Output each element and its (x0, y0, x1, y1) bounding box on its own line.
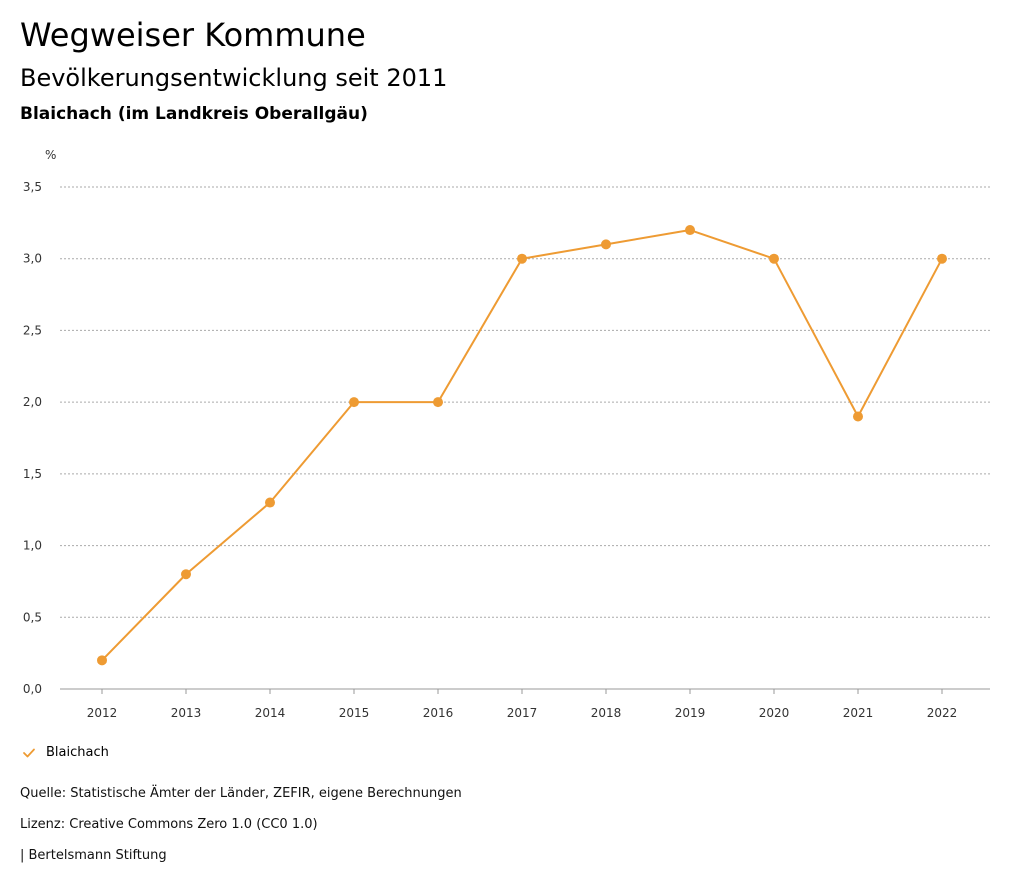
x-tick-label: 2018 (591, 706, 622, 720)
publisher-note: | Bertelsmann Stiftung (20, 848, 167, 863)
data-point[interactable] (601, 239, 611, 250)
x-tick-labels: 2012 2013 2014 2015 2016 2017 2018 2019 2020 2021… (87, 689, 958, 720)
data-point[interactable] (685, 225, 695, 236)
series-blaichach (97, 225, 947, 666)
check-icon (23, 748, 35, 757)
series-line (101, 229, 943, 662)
data-point[interactable] (181, 569, 191, 580)
y-tick-label: 0,0 (23, 682, 42, 696)
x-tick-label: 2014 (255, 706, 286, 720)
data-point[interactable] (937, 253, 947, 264)
y-tick-label: 3,5 (23, 180, 42, 194)
y-tick-labels: 0,0 0,5 1,0 1,5 2,0 2,5 3,0 3,5 (23, 180, 42, 696)
x-tick-label: 2017 (507, 706, 538, 720)
legend[interactable]: Blaichach (22, 745, 109, 760)
data-point[interactable] (433, 397, 443, 408)
x-tick-label: 2020 (759, 706, 790, 720)
x-tick-label: 2022 (927, 706, 958, 720)
data-point[interactable] (349, 397, 359, 408)
x-tick-label: 2019 (675, 706, 706, 720)
page-title: Wegweiser Kommune (20, 16, 366, 54)
y-unit-label: % (45, 148, 56, 162)
source-note: Quelle: Statistische Ämter der Länder, Z… (20, 786, 462, 801)
data-point[interactable] (97, 655, 107, 666)
data-point[interactable] (769, 253, 779, 264)
y-tick-label: 3,0 (23, 252, 42, 266)
x-tick-label: 2021 (843, 706, 874, 720)
legend-label: Blaichach (46, 745, 109, 760)
y-tick-label: 1,0 (23, 539, 42, 553)
y-tick-label: 2,0 (23, 395, 42, 409)
x-tick-label: 2012 (87, 706, 118, 720)
license-note: Lizenz: Creative Commons Zero 1.0 (CC0 1… (20, 817, 318, 832)
x-tick-label: 2013 (171, 706, 202, 720)
line-chart: % 0,00,51,01,52,02,53,03,5 2012 2013 2014 2… (23, 148, 990, 720)
y-tick-label: 1,5 (23, 467, 42, 481)
y-tick-label: 0,5 (23, 610, 42, 624)
data-point[interactable] (853, 411, 863, 422)
y-tick-label: 2,5 (23, 323, 42, 337)
chart-subtitle: Bevölkerungsentwicklung seit 2011 (20, 64, 448, 92)
data-point[interactable] (265, 497, 275, 508)
region-label: Blaichach (im Landkreis Oberallgäu) (20, 104, 368, 124)
x-tick-label: 2015 (339, 706, 370, 720)
x-tick-label: 2016 (423, 706, 454, 720)
data-point[interactable] (517, 253, 527, 264)
